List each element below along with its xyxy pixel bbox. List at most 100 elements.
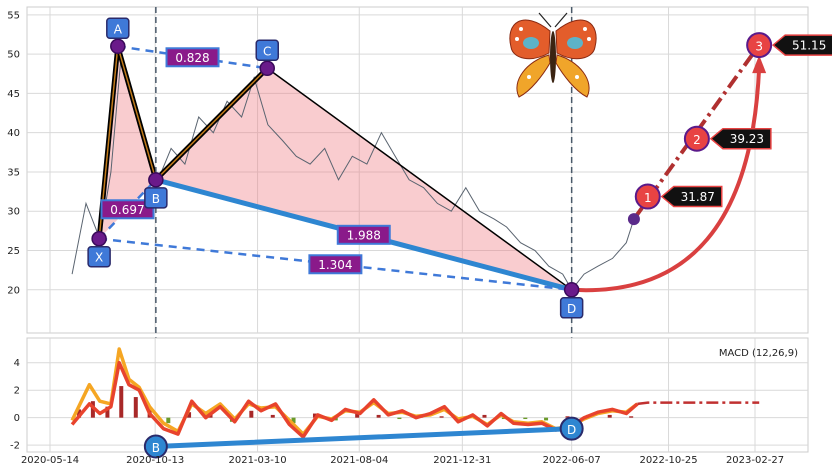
target-value-badge — [660, 185, 723, 208]
price-y-tick: 45 — [7, 89, 20, 100]
histogram-bar — [607, 414, 612, 418]
macd-lines — [70, 347, 760, 439]
projection-arrowhead — [752, 55, 767, 74]
target-value-label: 31.87 — [681, 190, 715, 204]
x-tick: 2021-08-04 — [330, 455, 388, 466]
ratio-badge — [100, 199, 155, 220]
histogram-bar — [291, 417, 296, 424]
pattern-point-labels: X A B C D — [87, 17, 584, 319]
ratio-badge — [336, 224, 391, 245]
ratio-badge — [165, 47, 220, 68]
target-number: 3 — [755, 40, 763, 54]
ratio-label: 0.828 — [175, 51, 209, 65]
macd-legend: MACD (12,26,9) — [719, 348, 798, 359]
pattern-point-label: D — [567, 302, 576, 316]
histogram-bar — [565, 416, 570, 418]
price-y-tick: 40 — [7, 128, 20, 139]
x-tick: 2023-02-27 — [726, 455, 784, 466]
pattern-point-badge — [559, 297, 584, 319]
histogram-bar — [133, 397, 138, 418]
pattern-point-label: B — [152, 192, 160, 206]
pattern-point-dot — [148, 172, 164, 188]
butterfly-icon — [509, 12, 597, 98]
price-y-tick: 35 — [7, 167, 20, 178]
price-y-tick: 55 — [7, 10, 20, 21]
x-axis: 2020-05-14 2020-10-13 2021-03-10 2021-08-04… — [21, 455, 784, 466]
macd-y-axis: -2 0 2 4 — [10, 358, 20, 451]
target-circle — [746, 32, 773, 59]
macd-point-label: B — [152, 441, 160, 455]
bcd-triangle — [155, 68, 572, 290]
macd-projection-line — [637, 401, 760, 406]
macd-pattern: BD — [143, 416, 584, 459]
target-value-badge — [771, 34, 832, 56]
x-tick: 2020-10-13 — [126, 455, 184, 466]
price-y-axis: 20 25 30 35 40 45 50 55 — [7, 10, 20, 296]
pattern-point-badge — [106, 17, 130, 40]
price-y-tick: 25 — [7, 246, 20, 257]
x-tick: 2021-12-31 — [433, 455, 491, 466]
leg-bc-inner — [155, 67, 268, 181]
pattern-point-dot — [259, 60, 275, 77]
target-number: 1 — [644, 191, 652, 205]
price-y-tick: 30 — [7, 207, 20, 218]
x-tick: 2022-06-07 — [543, 455, 601, 466]
histogram-bar — [166, 417, 171, 424]
pattern-point-badge — [255, 39, 279, 62]
macd-y-tick: -2 — [10, 441, 20, 452]
histogram-bar — [312, 413, 317, 418]
price-y-tick: 20 — [7, 285, 20, 296]
fib-ratio-labels: 0.828 0.697 1.988 1.304 — [100, 47, 391, 275]
histogram-bar — [482, 414, 487, 418]
histogram-bar — [187, 412, 192, 418]
macd-line — [70, 360, 639, 439]
pattern-point-badge — [87, 245, 111, 268]
pattern-point-dot — [91, 230, 107, 247]
price-y-tick: 50 — [7, 50, 20, 61]
histogram-bar — [439, 416, 444, 418]
histogram-bar — [629, 416, 634, 418]
x-tick: 2020-05-14 — [21, 455, 79, 466]
target-value-label: 39.23 — [730, 132, 764, 146]
macd-bd-line — [153, 426, 575, 450]
ratio-label: 1.304 — [318, 258, 352, 272]
histogram-bar — [544, 417, 549, 421]
ratio-label: 0.697 — [110, 203, 144, 217]
target-value-label: 51.15 — [792, 39, 826, 53]
macd-point-label: D — [567, 423, 576, 437]
ratio-line-xd — [98, 237, 572, 292]
leg-cd — [266, 67, 573, 291]
target-value-badge — [709, 127, 772, 150]
leg-ab-inner — [117, 45, 157, 181]
pattern-point-dot — [110, 38, 126, 55]
projection-start-dot — [627, 213, 640, 226]
x-tick: 2021-03-10 — [228, 455, 286, 466]
macd-y-tick: 0 — [14, 413, 20, 424]
histogram-bar — [376, 414, 381, 418]
target-circle — [683, 125, 710, 152]
target-labels: 1 31.87 2 39.23 3 51.15 — [634, 32, 832, 210]
pattern-point-label: C — [263, 44, 271, 58]
histogram-bar — [105, 406, 110, 418]
histogram-bar — [523, 417, 528, 420]
price-panel — [26, 6, 809, 334]
pattern-point-dot — [563, 282, 580, 298]
target-circle — [634, 183, 661, 210]
histogram-bar — [355, 413, 360, 418]
ratio-label: 1.988 — [347, 228, 381, 242]
pattern-point-label: X — [95, 251, 103, 265]
histogram-bar — [397, 417, 402, 420]
pattern-point-label: A — [114, 22, 123, 36]
macd-point-circle — [559, 416, 584, 441]
macd-point-circle — [143, 434, 168, 459]
pattern-point-badge — [144, 187, 168, 209]
histogram-bar — [270, 414, 275, 418]
histogram-bar — [119, 386, 124, 418]
projection-curve — [571, 67, 762, 293]
target-number: 2 — [693, 133, 701, 147]
histogram-bar — [249, 410, 254, 418]
macd-y-tick: 4 — [14, 358, 20, 369]
x-tick: 2022-10-25 — [639, 455, 697, 466]
ratio-badge — [308, 254, 363, 275]
